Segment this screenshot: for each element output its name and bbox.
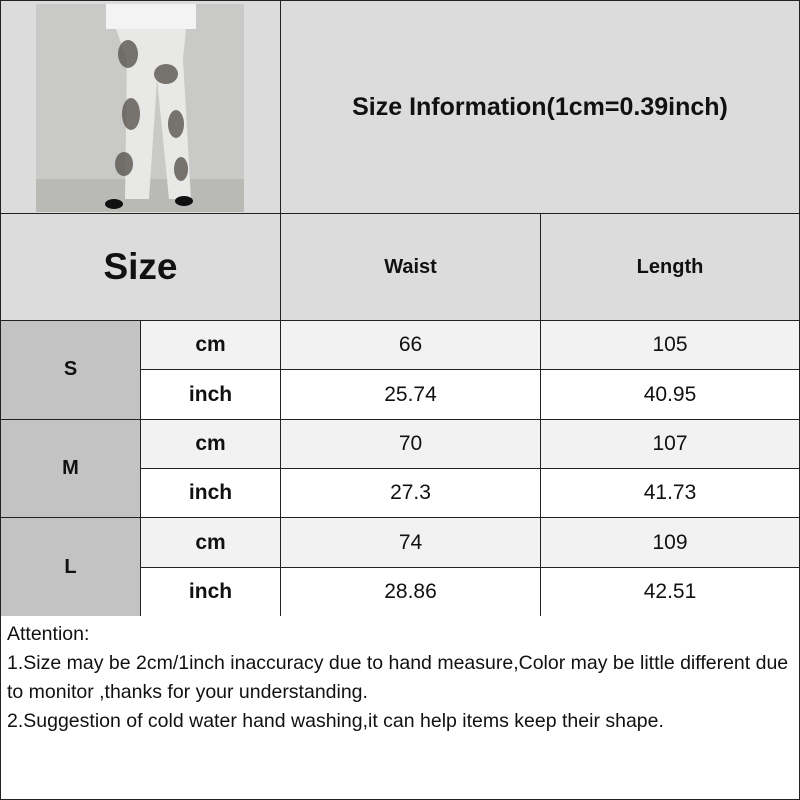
unit-cm: cm	[140, 517, 281, 568]
unit-inch: inch	[140, 566, 281, 618]
header-waist: Waist	[280, 213, 541, 321]
waist-value: 25.74	[280, 369, 541, 420]
note-1: 1.Size may be 2cm/1inch inaccuracy due t…	[7, 652, 789, 703]
product-photo-cell	[0, 0, 281, 214]
product-photo	[36, 4, 244, 212]
length-value: 105	[540, 320, 800, 371]
unit-cm: cm	[140, 418, 281, 470]
attention-notes: Attention: 1.Size may be 2cm/1inch inacc…	[0, 616, 800, 800]
header-length: Length	[540, 213, 800, 321]
length-value: 41.73	[540, 468, 800, 519]
size-label-L: L	[0, 517, 141, 617]
note-2: 2.Suggestion of cold water hand washing,…	[7, 710, 664, 732]
waist-value: 70	[280, 418, 541, 470]
length-value: 40.95	[540, 369, 800, 420]
unit-cm: cm	[140, 320, 281, 371]
waist-value: 66	[280, 320, 541, 371]
header-size: Size	[0, 213, 281, 321]
waist-value: 74	[280, 517, 541, 568]
length-value: 42.51	[540, 566, 800, 618]
unit-inch: inch	[140, 468, 281, 519]
note-heading: Attention:	[7, 623, 90, 645]
length-value: 109	[540, 517, 800, 568]
unit-inch: inch	[140, 369, 281, 420]
waist-value: 28.86	[280, 566, 541, 618]
size-info-title: Size Information(1cm=0.39inch)	[280, 0, 800, 214]
length-value: 107	[540, 418, 800, 470]
size-label-M: M	[0, 418, 141, 519]
waist-value: 27.3	[280, 468, 541, 519]
size-label-S: S	[0, 320, 141, 420]
